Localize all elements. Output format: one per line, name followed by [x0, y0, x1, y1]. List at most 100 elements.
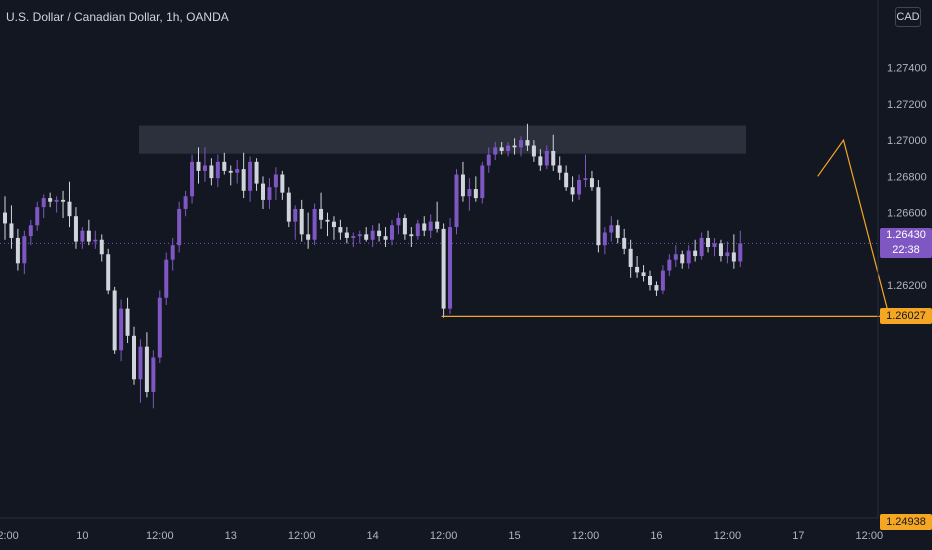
candle-body [35, 207, 40, 226]
candle-body [570, 187, 575, 195]
candle-body [319, 208, 324, 220]
candle-body [377, 230, 382, 237]
candle-body [357, 234, 362, 237]
candle-body [686, 250, 691, 264]
candle-body [241, 169, 246, 191]
candle-body [370, 230, 375, 240]
candle-body [415, 223, 420, 237]
candle-body [73, 216, 78, 242]
y-tick-label: 1.26600 [887, 208, 927, 220]
current-price-tag: 1.26430 22:38 [880, 228, 932, 259]
candle-body [622, 237, 627, 249]
x-tick-label: 12:00 [288, 530, 316, 542]
candle-body [512, 145, 517, 148]
x-tick-label: 12:00 [714, 530, 742, 542]
candle-body [486, 154, 491, 166]
candle-body [144, 346, 149, 392]
candle-body [112, 290, 117, 351]
candle-body [544, 150, 549, 166]
candle-body [441, 228, 446, 309]
candle-body [293, 208, 298, 222]
x-tick-label: 14 [367, 530, 379, 542]
candle-body [157, 297, 162, 358]
candle-body [209, 165, 214, 179]
y-tick-label: 1.27200 [887, 99, 927, 111]
candle-body [654, 285, 659, 291]
candle-body [86, 230, 91, 242]
candle-body [460, 174, 465, 197]
candle-body [396, 218, 401, 226]
candle-body [273, 174, 278, 188]
candle-body [525, 140, 530, 146]
support-level-tag: 1.26027 [880, 308, 932, 325]
candle-body [338, 227, 343, 233]
candle-body [183, 196, 188, 209]
candle-body [15, 237, 20, 264]
candle-body [312, 208, 317, 240]
candle-body [635, 266, 640, 273]
candle-body [80, 230, 85, 242]
candle-body [67, 201, 72, 217]
candle-body [422, 223, 427, 231]
x-tick-label: 12:00 [856, 530, 884, 542]
candle-body [519, 140, 523, 148]
candle-body [48, 198, 53, 202]
bar-countdown: 22:38 [892, 244, 920, 257]
candle-body [344, 232, 349, 238]
candle-body [602, 232, 607, 246]
candle-body [448, 227, 453, 309]
candle-body [299, 208, 304, 235]
candle-body [267, 187, 272, 200]
candle-body [177, 208, 182, 246]
x-tick-label: 13 [225, 530, 237, 542]
candle-body [712, 243, 717, 248]
candle-body [286, 192, 291, 222]
resistance-zone [139, 125, 746, 154]
candle-body [364, 234, 369, 240]
candle-body [648, 276, 652, 286]
x-tick-label: 12:00 [0, 530, 19, 542]
x-tick-label: 15 [508, 530, 520, 542]
candle-body [725, 252, 730, 257]
candle-body [170, 245, 175, 260]
candle-body [99, 239, 104, 255]
low-level-tag: 1.24938 [880, 513, 932, 530]
candle-body [248, 161, 253, 191]
y-tick-label: 1.27000 [887, 135, 927, 147]
current-price-value: 1.26430 [886, 229, 926, 242]
candle-body [106, 254, 111, 291]
y-tick-label: 1.27400 [887, 63, 927, 75]
candle-body [254, 161, 259, 184]
currency-badge[interactable]: CAD [895, 7, 921, 27]
candle-body [228, 170, 233, 173]
candle-body [493, 147, 498, 155]
candle-body [61, 199, 66, 202]
candle-body [564, 172, 569, 188]
candle-body [202, 165, 207, 171]
candle-body [454, 174, 459, 228]
candle-body [641, 272, 646, 276]
x-tick-label: 17 [792, 530, 804, 542]
candle-body [190, 161, 195, 197]
candle-body [428, 221, 433, 231]
candle-body [467, 189, 472, 197]
candle-body [628, 248, 633, 267]
candle-body [119, 308, 124, 351]
chart-title: U.S. Dollar / Canadian Dollar, 1h, OANDA [6, 10, 229, 24]
x-tick-label: 10 [76, 530, 88, 542]
candle-body [596, 187, 601, 246]
candle-body [693, 250, 698, 257]
candle-body [325, 219, 330, 222]
y-tick-label: 1.26200 [887, 280, 927, 292]
candle-body [164, 259, 169, 298]
candle-body [93, 239, 98, 242]
candle-body [680, 254, 685, 264]
x-tick-label: 12:00 [572, 530, 600, 542]
candle-body [615, 225, 620, 238]
projection-arrow [817, 138, 890, 315]
candle-body [196, 161, 201, 171]
candle-body [41, 198, 46, 208]
candle-body [667, 259, 672, 271]
